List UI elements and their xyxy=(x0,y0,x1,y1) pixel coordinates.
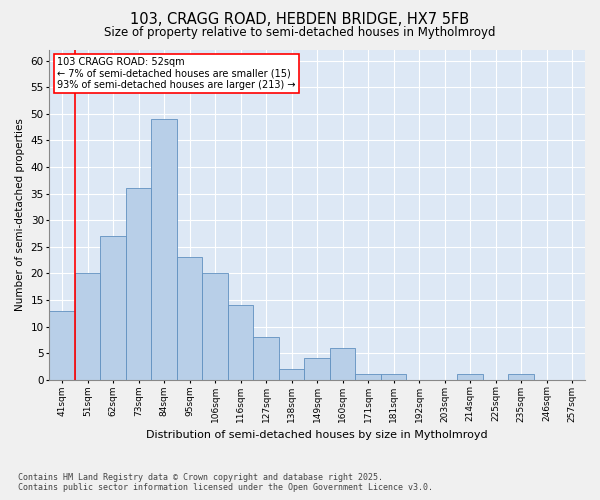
Y-axis label: Number of semi-detached properties: Number of semi-detached properties xyxy=(15,118,25,312)
Text: 103, CRAGG ROAD, HEBDEN BRIDGE, HX7 5FB: 103, CRAGG ROAD, HEBDEN BRIDGE, HX7 5FB xyxy=(130,12,470,28)
Text: Contains HM Land Registry data © Crown copyright and database right 2025.
Contai: Contains HM Land Registry data © Crown c… xyxy=(18,473,433,492)
Bar xyxy=(49,310,75,380)
Bar xyxy=(126,188,151,380)
Bar xyxy=(75,274,100,380)
Bar xyxy=(228,306,253,380)
Text: 103 CRAGG ROAD: 52sqm
← 7% of semi-detached houses are smaller (15)
93% of semi-: 103 CRAGG ROAD: 52sqm ← 7% of semi-detac… xyxy=(58,56,296,90)
Bar xyxy=(279,369,304,380)
Bar xyxy=(202,274,228,380)
Bar xyxy=(457,374,483,380)
Bar xyxy=(381,374,406,380)
Bar xyxy=(330,348,355,380)
Bar xyxy=(508,374,534,380)
Bar xyxy=(100,236,126,380)
Bar xyxy=(151,119,177,380)
X-axis label: Distribution of semi-detached houses by size in Mytholmroyd: Distribution of semi-detached houses by … xyxy=(146,430,488,440)
Bar xyxy=(253,337,279,380)
Bar xyxy=(177,258,202,380)
Bar xyxy=(355,374,381,380)
Bar xyxy=(304,358,330,380)
Text: Size of property relative to semi-detached houses in Mytholmroyd: Size of property relative to semi-detach… xyxy=(104,26,496,39)
